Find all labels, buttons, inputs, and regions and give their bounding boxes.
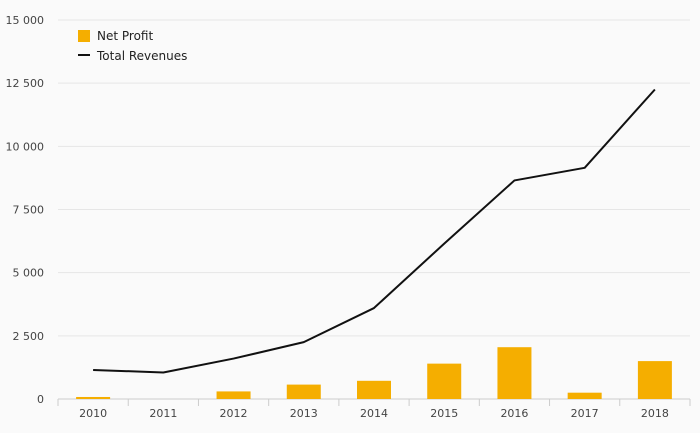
bar-net-profit bbox=[427, 363, 462, 399]
x-tick-label: 2015 bbox=[430, 407, 458, 420]
legend-swatch-net-profit bbox=[78, 30, 90, 42]
x-tick-label: 2017 bbox=[571, 407, 599, 420]
total-revenues-line bbox=[93, 88, 656, 374]
x-tick-label: 2010 bbox=[79, 407, 107, 420]
x-tick-label: 2014 bbox=[360, 407, 388, 420]
x-tick-label: 2016 bbox=[500, 407, 528, 420]
y-tick-label: 5 000 bbox=[13, 267, 45, 280]
y-tick-label: 15 000 bbox=[6, 14, 45, 27]
bar-net-profit bbox=[76, 396, 111, 399]
bar-net-profit bbox=[567, 392, 602, 399]
y-tick-label: 2 500 bbox=[13, 330, 45, 343]
y-tick-label: 7 500 bbox=[13, 204, 45, 217]
bar-net-profit bbox=[497, 347, 532, 399]
bar-net-profit bbox=[637, 361, 672, 399]
x-axis: 2010 2011 2012 2013 2014 2015 2016 2017 2018 bbox=[57, 398, 691, 420]
y-tick-label: 12 500 bbox=[6, 77, 45, 90]
x-tick-label: 2013 bbox=[290, 407, 318, 420]
gridlines bbox=[58, 19, 690, 337]
bar-net-profit bbox=[216, 391, 251, 399]
legend-label-net-profit: Net Profit bbox=[97, 29, 153, 43]
legend-label-total-revenues: Total Revenues bbox=[96, 49, 187, 63]
x-tick-label: 2011 bbox=[149, 407, 177, 420]
bar-net-profit bbox=[357, 380, 391, 399]
net-profit-bars bbox=[76, 347, 672, 399]
y-axis-ticks: 0 2 500 5 000 7 500 10 000 12 500 15 000 bbox=[6, 14, 45, 406]
y-tick-label: 0 bbox=[37, 393, 44, 406]
line-total-revenues bbox=[93, 88, 656, 374]
y-tick-label: 10 000 bbox=[6, 140, 45, 153]
legend: Net Profit Total Revenues bbox=[78, 29, 187, 63]
bar-net-profit bbox=[286, 384, 321, 399]
x-tick-label: 2012 bbox=[220, 407, 248, 420]
x-tick-label: 2018 bbox=[641, 407, 669, 420]
